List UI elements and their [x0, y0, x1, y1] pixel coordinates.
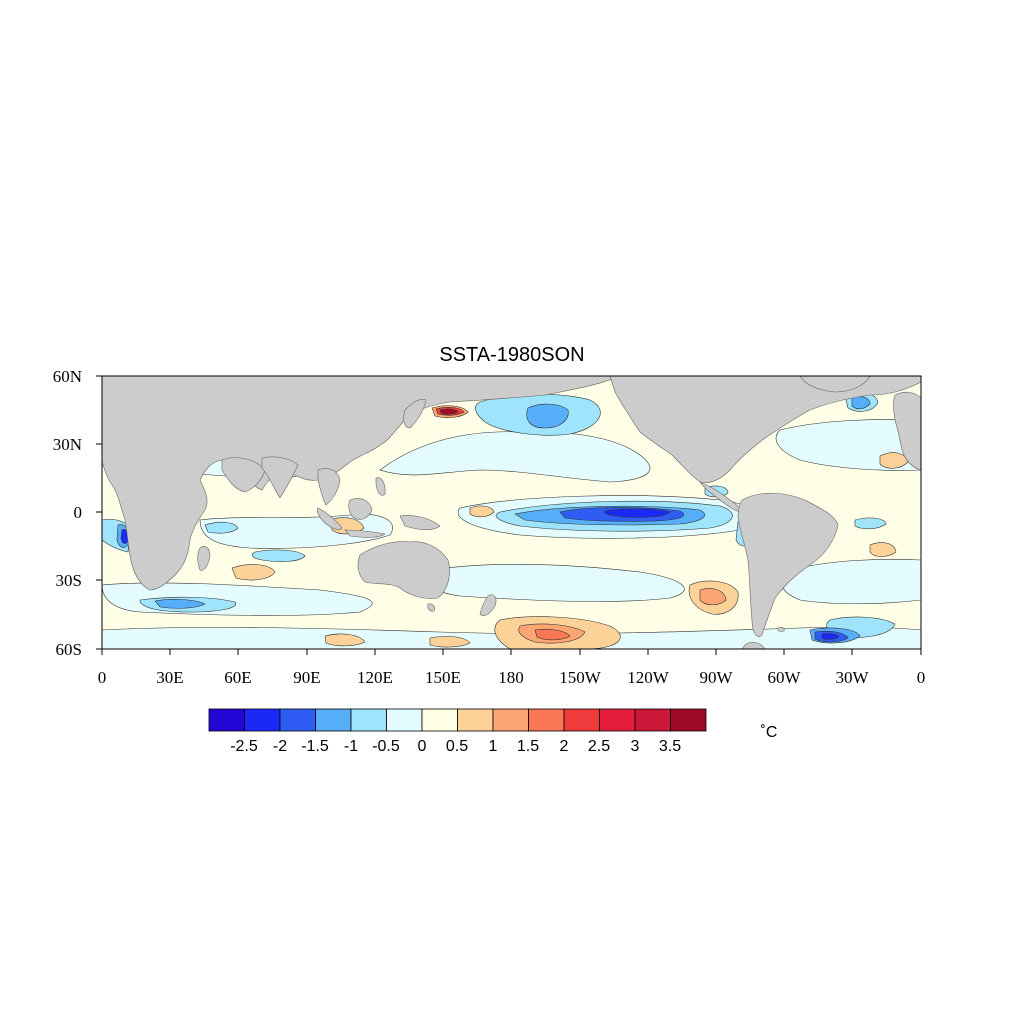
- colorbar-label: 2.5: [588, 738, 610, 755]
- x-tick-label: 150E: [425, 668, 461, 687]
- land-java: [344, 529, 386, 538]
- colorbar-label: 1.5: [517, 738, 539, 755]
- anomaly-patch-p05-southern-ocean-west: [324, 633, 366, 647]
- land-antarctic-peninsula: [741, 641, 766, 649]
- anomaly-patch-p1-south-pacific: [699, 588, 727, 606]
- colorbar-swatch: [208, 708, 245, 732]
- anomaly-patch-p05-east-atlantic: [869, 542, 897, 557]
- colorbar-swatch: [421, 708, 458, 732]
- anomaly-patch-n1-west-indian: [204, 521, 239, 534]
- anomaly-patch-n15-north-pacific: [526, 403, 569, 429]
- colorbar-swatch: [386, 708, 423, 732]
- anomaly-band-n05-north-pacific: [379, 431, 651, 483]
- map-plot-area: [96, 375, 922, 655]
- colorbar-boxes: [208, 708, 707, 732]
- colorbar-swatch: [350, 708, 387, 732]
- colorbar-label: 0: [418, 738, 427, 755]
- land-tasmania: [427, 603, 435, 612]
- colorbar-label: -2.5: [230, 738, 258, 755]
- land-uk-europe-edge: [893, 391, 921, 471]
- anomaly-band-n05-south-atlantic: [781, 559, 921, 605]
- colorbar-label: 1: [489, 738, 498, 755]
- colorbar-swatch: [634, 708, 671, 732]
- y-tick-label: 60N: [53, 367, 82, 386]
- y-tick-label: 30N: [53, 435, 82, 454]
- anomaly-patch-n1-indian: [252, 549, 306, 562]
- colorbar-swatch: [279, 708, 316, 732]
- land-borneo: [348, 498, 373, 520]
- land-indochina: [317, 468, 341, 506]
- colorbar-label: 2: [560, 738, 569, 755]
- map-ticks: [96, 375, 922, 655]
- land-greenland: [799, 376, 871, 393]
- anomaly-patch-n1-atlantic-east: [854, 517, 887, 530]
- anomaly-patch-p05-south-indian: [231, 564, 276, 581]
- land-australia: [357, 541, 450, 599]
- anomaly-core-n25-equatorial-pacific: [604, 508, 671, 518]
- colorbar-label: 3: [631, 738, 640, 755]
- colorbar-labels: -2.5 -2 -1.5 -1 -0.5 0 0.5 1 1.5 2 2.5 3…: [230, 738, 681, 755]
- x-tick-label: 120W: [627, 668, 670, 687]
- colorbar-swatch: [492, 708, 529, 732]
- colorbar-units: ˚C: [761, 724, 778, 741]
- colorbar-swatch: [670, 708, 707, 732]
- land-masses: [102, 376, 921, 649]
- x-tick-label: 180: [498, 668, 524, 687]
- y-tick-label: 60S: [56, 640, 82, 659]
- y-tick-label: 30S: [56, 571, 82, 590]
- x-tick-label: 30W: [835, 668, 869, 687]
- colorbar-label: 0.5: [446, 738, 468, 755]
- colorbar-swatch: [457, 708, 494, 732]
- land-sumatra: [316, 507, 343, 530]
- anomaly-patch-p05-southern-ocean-center: [429, 636, 471, 648]
- colorbar-label: 3.5: [659, 738, 681, 755]
- land-india: [261, 456, 299, 499]
- x-tick-label: 0: [98, 668, 107, 687]
- map-title: SSTA-1980SON: [439, 344, 584, 366]
- colorbar-swatch: [315, 708, 352, 732]
- land-arabia: [221, 457, 266, 493]
- colorbar-label: -2: [273, 738, 287, 755]
- anomaly-core-p35-kuroshio: [439, 408, 459, 415]
- land-north-america: [609, 376, 921, 483]
- x-tick-label: 60W: [767, 668, 801, 687]
- land-philippines: [375, 477, 386, 496]
- colorbar-label: -0.5: [372, 738, 400, 755]
- sst-anomaly-field: [102, 376, 921, 649]
- colorbar-swatch: [599, 708, 636, 732]
- anomaly-patch-p15-southern-ocean: [534, 628, 571, 641]
- x-axis-labels: 0 30E 60E 90E 120E 150E 180 150W 120W 90…: [98, 668, 926, 687]
- land-falklands: [777, 626, 785, 632]
- y-tick-label: 0: [74, 503, 83, 522]
- colorbar-swatch: [244, 708, 281, 732]
- land-south-america: [737, 492, 839, 637]
- y-axis-labels: 60N 30N 0 30S 60S: [53, 367, 82, 659]
- x-tick-label: 90W: [699, 668, 733, 687]
- colorbar-swatch: [528, 708, 565, 732]
- x-tick-label: 30E: [156, 668, 183, 687]
- colorbar-label: -1.5: [301, 738, 329, 755]
- land-new-zealand: [479, 594, 497, 616]
- anomaly-patch-p05-central-pacific: [469, 505, 495, 518]
- anomaly-band-n05-south-pacific: [425, 564, 685, 602]
- colorbar-label: -1: [344, 738, 358, 755]
- x-tick-label: 90E: [293, 668, 320, 687]
- land-japan: [403, 399, 427, 429]
- land-western-sahara-gap: [102, 429, 215, 454]
- land-new-guinea: [399, 515, 441, 531]
- colorbar: -2.5 -2 -1.5 -1 -0.5 0 0.5 1 1.5 2 2.5 3…: [208, 708, 778, 755]
- anomaly-core-n25-south-atlantic: [821, 633, 840, 640]
- x-tick-label: 0: [917, 668, 926, 687]
- x-tick-label: 60E: [224, 668, 251, 687]
- x-tick-label: 150W: [559, 668, 602, 687]
- x-tick-label: 120E: [357, 668, 393, 687]
- land-madagascar: [197, 546, 211, 571]
- colorbar-swatch: [563, 708, 600, 732]
- anomaly-patch-n15-south-indian: [154, 599, 206, 609]
